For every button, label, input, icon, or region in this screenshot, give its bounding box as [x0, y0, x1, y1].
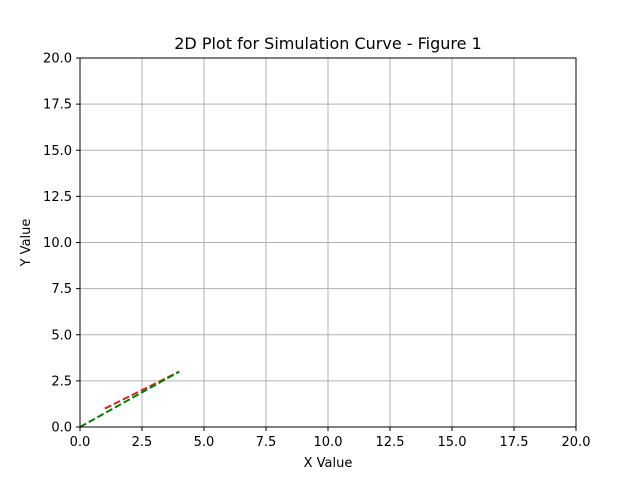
ticks: 0.0 2.5 5.0 7.5 10.0 12.5 15.0 17.5 20.0 0.0 2.5 5.… [43, 52, 590, 451]
y-tick-label: 7.5 [51, 282, 72, 297]
y-tick-label: 5.0 [51, 328, 72, 343]
x-tick-label: 12.5 [376, 435, 405, 450]
y-tick-label: 20.0 [43, 52, 72, 67]
y-axis-label: Y Value [19, 219, 34, 268]
series-line-1 [104, 370, 180, 410]
x-tick-label: 15.0 [438, 435, 467, 450]
x-tick-label: 20.0 [562, 435, 591, 450]
x-tick-label: 5.0 [194, 435, 215, 450]
chart-title: 2D Plot for Simulation Curve - Figure 1 [174, 34, 482, 53]
x-tick-label: 0.0 [70, 435, 91, 450]
series-line-2 [79, 370, 180, 428]
x-tick-label: 2.5 [132, 435, 153, 450]
x-tick-label: 7.5 [256, 435, 277, 450]
y-tick-label: 17.5 [43, 98, 72, 113]
y-tick-label: 2.5 [51, 374, 72, 389]
y-tick-label: 0.0 [51, 421, 72, 436]
x-tick-label: 10.0 [314, 435, 343, 450]
x-axis-label: X Value [304, 456, 353, 471]
y-tick-label: 10.0 [43, 236, 72, 251]
y-tick-label: 12.5 [43, 190, 72, 205]
x-tick-label: 17.5 [500, 435, 529, 450]
y-tick-label: 15.0 [43, 144, 72, 159]
series-group [79, 370, 180, 428]
